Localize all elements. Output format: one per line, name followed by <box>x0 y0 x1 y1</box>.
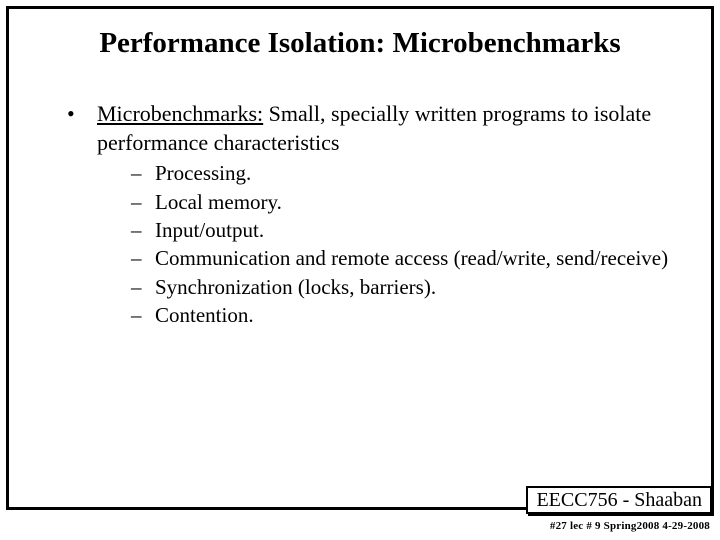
dash-icon: – <box>131 188 155 216</box>
sub-item: – Input/output. <box>131 216 671 244</box>
dash-icon: – <box>131 216 155 244</box>
sub-item: – Synchronization (locks, barriers). <box>131 273 671 301</box>
dash-icon: – <box>131 244 155 272</box>
sub-item-text: Communication and remote access (read/wr… <box>155 244 668 272</box>
slide-frame: Performance Isolation: Microbenchmarks •… <box>6 6 714 510</box>
sub-item: – Contention. <box>131 301 671 329</box>
sub-item-text: Contention. <box>155 301 254 329</box>
sub-item: – Processing. <box>131 159 671 187</box>
main-bullet: • Microbenchmarks: Small, specially writ… <box>67 100 671 157</box>
dash-icon: – <box>131 273 155 301</box>
content-region: • Microbenchmarks: Small, specially writ… <box>9 100 711 329</box>
dash-icon: – <box>131 159 155 187</box>
dash-icon: – <box>131 301 155 329</box>
main-bullet-term: Microbenchmarks: <box>97 101 263 126</box>
sub-item: – Local memory. <box>131 188 671 216</box>
sub-item-text: Input/output. <box>155 216 264 244</box>
course-box: EECC756 - Shaaban <box>526 486 712 514</box>
slide-title: Performance Isolation: Microbenchmarks <box>9 27 711 60</box>
lecture-info: #27 lec # 9 Spring2008 4-29-2008 <box>550 520 710 532</box>
sub-list: – Processing. – Local memory. – Input/ou… <box>131 159 671 329</box>
bullet-dot: • <box>67 100 97 129</box>
sub-item-text: Processing. <box>155 159 251 187</box>
sub-item-text: Synchronization (locks, barriers). <box>155 273 436 301</box>
main-bullet-text: Microbenchmarks: Small, specially writte… <box>97 100 671 157</box>
sub-item-text: Local memory. <box>155 188 282 216</box>
sub-item: – Communication and remote access (read/… <box>131 244 671 272</box>
